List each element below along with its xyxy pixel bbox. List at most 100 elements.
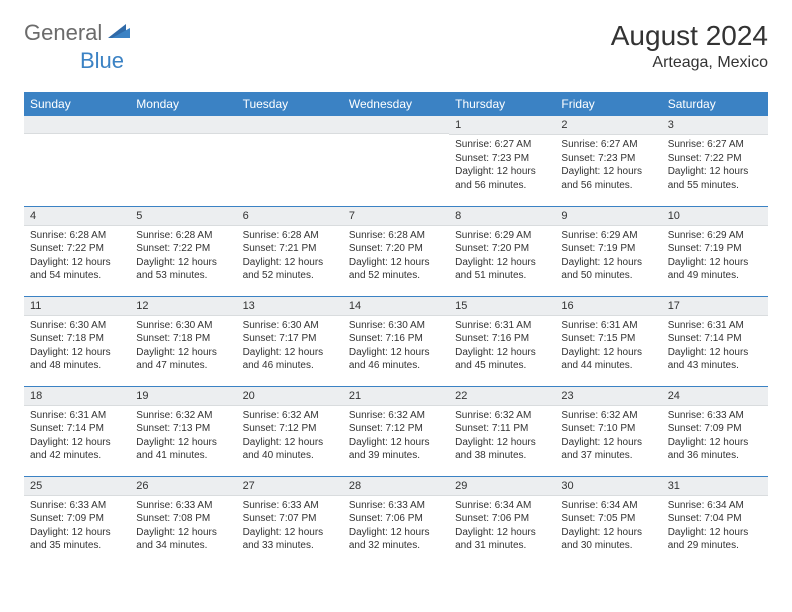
weekday-header-row: Sunday Monday Tuesday Wednesday Thursday… xyxy=(24,92,768,116)
sunset-text: Sunset: 7:20 PM xyxy=(455,242,549,256)
sunset-text: Sunset: 7:12 PM xyxy=(349,422,443,436)
calendar-day-cell xyxy=(343,116,449,206)
daylight-text: Daylight: 12 hours and 31 minutes. xyxy=(455,526,549,553)
sunset-text: Sunset: 7:18 PM xyxy=(30,332,124,346)
sunset-text: Sunset: 7:16 PM xyxy=(455,332,549,346)
day-number: 9 xyxy=(555,207,661,226)
daylight-text: Daylight: 12 hours and 53 minutes. xyxy=(136,256,230,283)
sunrise-text: Sunrise: 6:29 AM xyxy=(455,229,549,243)
sunset-text: Sunset: 7:22 PM xyxy=(136,242,230,256)
day-number: 11 xyxy=(24,297,130,316)
calendar-body: 1Sunrise: 6:27 AMSunset: 7:23 PMDaylight… xyxy=(24,116,768,566)
sunset-text: Sunset: 7:23 PM xyxy=(455,152,549,166)
day-content: Sunrise: 6:32 AMSunset: 7:12 PMDaylight:… xyxy=(343,406,449,469)
sunrise-text: Sunrise: 6:33 AM xyxy=(668,409,762,423)
sunset-text: Sunset: 7:23 PM xyxy=(561,152,655,166)
day-content: Sunrise: 6:28 AMSunset: 7:22 PMDaylight:… xyxy=(130,226,236,289)
calendar-day-cell: 31Sunrise: 6:34 AMSunset: 7:04 PMDayligh… xyxy=(662,476,768,566)
day-content: Sunrise: 6:29 AMSunset: 7:19 PMDaylight:… xyxy=(555,226,661,289)
sunset-text: Sunset: 7:05 PM xyxy=(561,512,655,526)
sunrise-text: Sunrise: 6:28 AM xyxy=(243,229,337,243)
sunrise-text: Sunrise: 6:33 AM xyxy=(136,499,230,513)
sunset-text: Sunset: 7:09 PM xyxy=(30,512,124,526)
calendar-day-cell xyxy=(24,116,130,206)
day-content: Sunrise: 6:30 AMSunset: 7:18 PMDaylight:… xyxy=(24,316,130,379)
sunset-text: Sunset: 7:12 PM xyxy=(243,422,337,436)
calendar-day-cell: 16Sunrise: 6:31 AMSunset: 7:15 PMDayligh… xyxy=(555,296,661,386)
sunset-text: Sunset: 7:13 PM xyxy=(136,422,230,436)
day-content: Sunrise: 6:29 AMSunset: 7:20 PMDaylight:… xyxy=(449,226,555,289)
daylight-text: Daylight: 12 hours and 54 minutes. xyxy=(30,256,124,283)
calendar-day-cell: 4Sunrise: 6:28 AMSunset: 7:22 PMDaylight… xyxy=(24,206,130,296)
sunrise-text: Sunrise: 6:28 AM xyxy=(349,229,443,243)
calendar-week-row: 11Sunrise: 6:30 AMSunset: 7:18 PMDayligh… xyxy=(24,296,768,386)
day-number: 31 xyxy=(662,477,768,496)
sunset-text: Sunset: 7:22 PM xyxy=(668,152,762,166)
logo: General xyxy=(24,20,136,46)
calendar-week-row: 18Sunrise: 6:31 AMSunset: 7:14 PMDayligh… xyxy=(24,386,768,476)
day-number: 8 xyxy=(449,207,555,226)
sunset-text: Sunset: 7:11 PM xyxy=(455,422,549,436)
daylight-text: Daylight: 12 hours and 35 minutes. xyxy=(30,526,124,553)
sunrise-text: Sunrise: 6:30 AM xyxy=(349,319,443,333)
day-number: 30 xyxy=(555,477,661,496)
day-content: Sunrise: 6:32 AMSunset: 7:10 PMDaylight:… xyxy=(555,406,661,469)
daylight-text: Daylight: 12 hours and 56 minutes. xyxy=(455,165,549,192)
day-number: 13 xyxy=(237,297,343,316)
sunset-text: Sunset: 7:10 PM xyxy=(561,422,655,436)
daylight-text: Daylight: 12 hours and 44 minutes. xyxy=(561,346,655,373)
sunset-text: Sunset: 7:19 PM xyxy=(561,242,655,256)
sunset-text: Sunset: 7:19 PM xyxy=(668,242,762,256)
day-content: Sunrise: 6:28 AMSunset: 7:21 PMDaylight:… xyxy=(237,226,343,289)
weekday-header: Thursday xyxy=(449,92,555,116)
calendar-week-row: 4Sunrise: 6:28 AMSunset: 7:22 PMDaylight… xyxy=(24,206,768,296)
logo-triangle-icon xyxy=(108,22,132,45)
sunrise-text: Sunrise: 6:27 AM xyxy=(561,138,655,152)
day-number: 22 xyxy=(449,387,555,406)
day-content: Sunrise: 6:30 AMSunset: 7:16 PMDaylight:… xyxy=(343,316,449,379)
day-number: 3 xyxy=(662,116,768,135)
calendar-day-cell: 6Sunrise: 6:28 AMSunset: 7:21 PMDaylight… xyxy=(237,206,343,296)
calendar-day-cell: 9Sunrise: 6:29 AMSunset: 7:19 PMDaylight… xyxy=(555,206,661,296)
day-content: Sunrise: 6:28 AMSunset: 7:20 PMDaylight:… xyxy=(343,226,449,289)
day-content: Sunrise: 6:28 AMSunset: 7:22 PMDaylight:… xyxy=(24,226,130,289)
daylight-text: Daylight: 12 hours and 52 minutes. xyxy=(243,256,337,283)
daylight-text: Daylight: 12 hours and 52 minutes. xyxy=(349,256,443,283)
daylight-text: Daylight: 12 hours and 42 minutes. xyxy=(30,436,124,463)
weekday-header: Monday xyxy=(130,92,236,116)
day-content: Sunrise: 6:33 AMSunset: 7:06 PMDaylight:… xyxy=(343,496,449,559)
day-number: 12 xyxy=(130,297,236,316)
weekday-header: Wednesday xyxy=(343,92,449,116)
sunrise-text: Sunrise: 6:33 AM xyxy=(349,499,443,513)
daylight-text: Daylight: 12 hours and 33 minutes. xyxy=(243,526,337,553)
weekday-header: Saturday xyxy=(662,92,768,116)
day-content: Sunrise: 6:30 AMSunset: 7:18 PMDaylight:… xyxy=(130,316,236,379)
calendar-day-cell: 30Sunrise: 6:34 AMSunset: 7:05 PMDayligh… xyxy=(555,476,661,566)
sunset-text: Sunset: 7:21 PM xyxy=(243,242,337,256)
daylight-text: Daylight: 12 hours and 49 minutes. xyxy=(668,256,762,283)
sunset-text: Sunset: 7:06 PM xyxy=(349,512,443,526)
sunrise-text: Sunrise: 6:30 AM xyxy=(30,319,124,333)
calendar-day-cell: 10Sunrise: 6:29 AMSunset: 7:19 PMDayligh… xyxy=(662,206,768,296)
calendar-week-row: 25Sunrise: 6:33 AMSunset: 7:09 PMDayligh… xyxy=(24,476,768,566)
day-content: Sunrise: 6:27 AMSunset: 7:23 PMDaylight:… xyxy=(449,135,555,198)
sunrise-text: Sunrise: 6:31 AM xyxy=(30,409,124,423)
sunset-text: Sunset: 7:17 PM xyxy=(243,332,337,346)
day-content: Sunrise: 6:33 AMSunset: 7:07 PMDaylight:… xyxy=(237,496,343,559)
sunrise-text: Sunrise: 6:31 AM xyxy=(668,319,762,333)
sunset-text: Sunset: 7:14 PM xyxy=(30,422,124,436)
day-number: 10 xyxy=(662,207,768,226)
day-content: Sunrise: 6:33 AMSunset: 7:09 PMDaylight:… xyxy=(24,496,130,559)
sunrise-text: Sunrise: 6:32 AM xyxy=(455,409,549,423)
sunrise-text: Sunrise: 6:31 AM xyxy=(561,319,655,333)
sunrise-text: Sunrise: 6:28 AM xyxy=(136,229,230,243)
calendar-page: General August 2024 Arteaga, Mexico Blue… xyxy=(0,0,792,586)
day-content: Sunrise: 6:30 AMSunset: 7:17 PMDaylight:… xyxy=(237,316,343,379)
day-number: 6 xyxy=(237,207,343,226)
daylight-text: Daylight: 12 hours and 47 minutes. xyxy=(136,346,230,373)
day-number xyxy=(130,116,236,134)
calendar-day-cell: 12Sunrise: 6:30 AMSunset: 7:18 PMDayligh… xyxy=(130,296,236,386)
sunset-text: Sunset: 7:16 PM xyxy=(349,332,443,346)
day-number: 2 xyxy=(555,116,661,135)
day-content: Sunrise: 6:29 AMSunset: 7:19 PMDaylight:… xyxy=(662,226,768,289)
